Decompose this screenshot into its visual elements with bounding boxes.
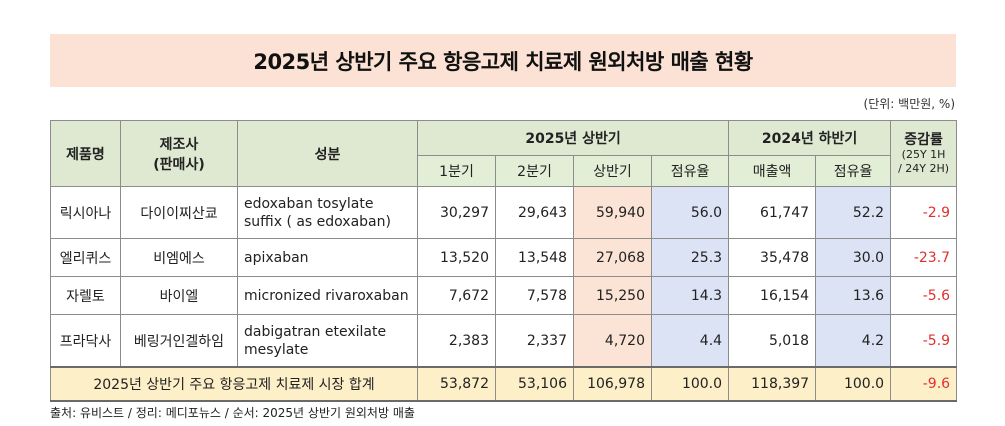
cell-product: 릭시아나 <box>50 186 121 239</box>
cell-growth: -5.6 <box>890 276 958 315</box>
sales-table: 제품명 제조사 (판매사) 성분 2025년 상반기 2024년 하반기 증감률… <box>50 120 958 402</box>
cell-ingredient: dabigatran etexilate mesylate <box>237 314 418 368</box>
cell-ingredient: edoxaban tosylate suffix ( as edoxaban) <box>237 186 418 239</box>
header-maker: 제조사 (판매사) <box>120 120 238 187</box>
cell-share2: 13.6 <box>815 276 892 315</box>
cell-q1: 7,672 <box>417 276 496 315</box>
total-q1: 53,872 <box>417 366 496 402</box>
unit-note: (단위: 백만원, %) <box>863 97 955 111</box>
header-q1: 1분기 <box>417 155 496 187</box>
cell-maker: 비엠에스 <box>120 238 238 277</box>
header-2025-h1: 2025년 상반기 <box>416 120 730 156</box>
table-row: 자렐토 바이엘 micronized rivaroxaban 7,672 7,5… <box>50 276 958 315</box>
table-row: 릭시아나 다이이찌산쿄 edoxaban tosylate suffix ( a… <box>50 186 958 239</box>
cell-growth: -2.9 <box>890 186 958 239</box>
cell-q2: 13,548 <box>495 238 574 277</box>
total-half: 106,978 <box>573 366 652 402</box>
cell-sales: 35,478 <box>728 238 817 277</box>
title-banner: 2025년 상반기 주요 항응고제 치료제 원외처방 매출 현황 <box>50 34 956 87</box>
cell-share: 14.3 <box>650 276 730 315</box>
cell-product: 엘리퀴스 <box>50 238 121 277</box>
cell-q1: 30,297 <box>417 186 496 239</box>
cell-growth: -23.7 <box>890 238 958 277</box>
cell-share: 25.3 <box>650 238 730 277</box>
header-share: 점유율 <box>650 155 730 187</box>
header-growth-label: 증감률 <box>904 131 943 148</box>
header-growth-sub2: / 24Y 2H) <box>898 161 950 175</box>
cell-sales: 5,018 <box>728 314 817 368</box>
total-sales: 118,397 <box>728 366 817 402</box>
cell-share: 4.4 <box>650 314 730 368</box>
cell-ingredient: micronized rivaroxaban <box>237 276 418 315</box>
header-row-2: 1분기 2분기 상반기 점유율 매출액 점유율 <box>51 155 957 187</box>
cell-maker: 다이이찌산쿄 <box>120 186 238 239</box>
cell-q1: 13,520 <box>417 238 496 277</box>
cell-q2: 7,578 <box>495 276 574 315</box>
header-maker-line1: 제조사 <box>159 136 199 153</box>
cell-q2: 2,337 <box>495 314 574 368</box>
cell-sales: 61,747 <box>728 186 817 239</box>
cell-q2: 29,643 <box>495 186 574 239</box>
cell-share: 56.0 <box>650 186 730 239</box>
header-ingredient: 성분 <box>237 120 418 187</box>
header-product: 제품명 <box>50 120 121 187</box>
table-row: 엘리퀴스 비엠에스 apixaban 13,520 13,548 27,068 … <box>50 238 958 277</box>
header-growth: 증감률 (25Y 1H / 24Y 2H) <box>890 120 958 187</box>
cell-half: 15,250 <box>573 276 652 315</box>
total-row: 2025년 상반기 주요 항응고제 치료제 시장 합계 53,872 53,10… <box>50 366 958 402</box>
cell-share2: 4.2 <box>815 314 892 368</box>
source-note: 출처: 유비스트 / 정리: 메디포뉴스 / 순서: 2025년 상반기 원외처… <box>50 406 415 420</box>
header-q2: 2분기 <box>495 155 574 187</box>
total-q2: 53,106 <box>495 366 574 402</box>
cell-half: 27,068 <box>573 238 652 277</box>
cell-maker: 바이엘 <box>120 276 238 315</box>
cell-maker: 베링거인겔하임 <box>120 314 238 368</box>
header-row-1: 제품명 제조사 (판매사) 성분 2025년 상반기 2024년 하반기 증감률… <box>50 120 958 187</box>
cell-half: 4,720 <box>573 314 652 368</box>
header-sales: 매출액 <box>728 155 817 187</box>
table-row: 프라닥사 베링거인겔하임 dabigatran etexilate mesyla… <box>50 314 958 368</box>
total-share: 100.0 <box>650 366 730 402</box>
total-share2: 100.0 <box>815 366 892 402</box>
page-title: 2025년 상반기 주요 항응고제 치료제 원외처방 매출 현황 <box>253 49 753 74</box>
cell-ingredient: apixaban <box>237 238 418 277</box>
header-growth-sub1: (25Y 1H <box>901 147 946 161</box>
total-label: 2025년 상반기 주요 항응고제 치료제 시장 합계 <box>50 366 418 402</box>
cell-share2: 52.2 <box>815 186 892 239</box>
header-2024-h2: 2024년 하반기 <box>728 120 892 156</box>
header-half: 상반기 <box>573 155 652 187</box>
cell-sales: 16,154 <box>728 276 817 315</box>
cell-product: 프라닥사 <box>50 314 121 368</box>
cell-q1: 2,383 <box>417 314 496 368</box>
header-maker-line2: (판매사) <box>153 156 205 173</box>
total-growth: -9.6 <box>890 366 958 402</box>
cell-share2: 30.0 <box>815 238 892 277</box>
cell-growth: -5.9 <box>890 314 958 368</box>
cell-half: 59,940 <box>573 186 652 239</box>
header-share2: 점유율 <box>815 155 892 187</box>
cell-product: 자렐토 <box>50 276 121 315</box>
